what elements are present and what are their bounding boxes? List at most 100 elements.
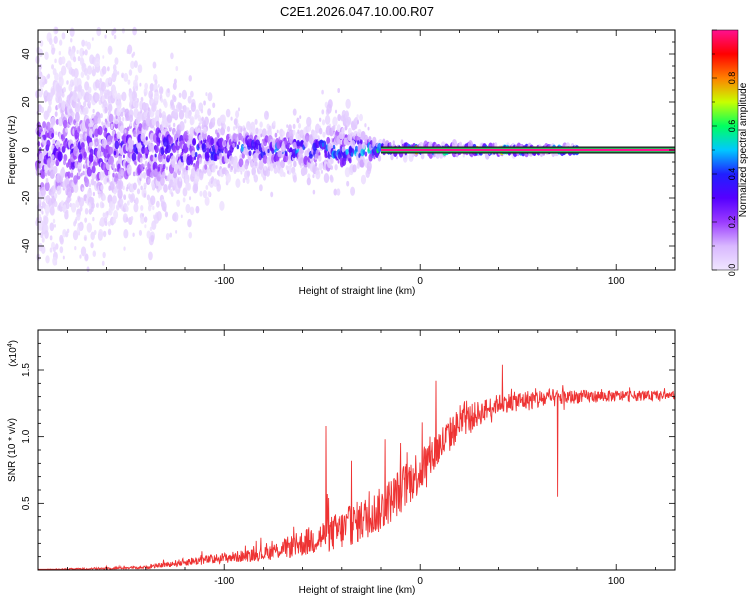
- heatmap-cell: [169, 179, 174, 188]
- heatmap-cell: [77, 171, 81, 177]
- heatmap-cell: [240, 127, 243, 132]
- heatmap-cell: [337, 88, 341, 94]
- heatmap-cell: [134, 74, 139, 82]
- heatmap-cell: [332, 144, 336, 150]
- heatmap-cell: [74, 112, 80, 123]
- heatmap-cell: [171, 104, 176, 111]
- heatmap-cell: [39, 39, 44, 47]
- heatmap-cell: [204, 116, 209, 126]
- heatmap-cell: [143, 193, 147, 198]
- heatmap-cell: [53, 192, 58, 199]
- heatmap-cell: [254, 161, 258, 167]
- heatmap-cell: [357, 140, 360, 145]
- heatmap-cell: [102, 230, 107, 238]
- heatmap-cell: [364, 123, 367, 128]
- heatmap-cell: [84, 81, 90, 91]
- heatmap-cell: [368, 144, 373, 151]
- heatmap-cell: [184, 118, 187, 124]
- heatmap-cell: [52, 256, 58, 266]
- heatmap-cell: [135, 158, 138, 162]
- heatmap-cell: [77, 56, 81, 62]
- heatmap-cell: [102, 212, 106, 218]
- heatmap-cell: [77, 161, 83, 170]
- heatmap-cell: [50, 88, 56, 96]
- heatmap-cell: [113, 27, 117, 34]
- heatmap-cell: [296, 139, 300, 147]
- snr-scale-prefix: (x10: [8, 347, 19, 367]
- heatmap-cell: [170, 126, 173, 131]
- heatmap-cell: [225, 108, 231, 118]
- heatmap-cell: [108, 113, 114, 123]
- heatmap-cell: [65, 127, 68, 133]
- heatmap-cell: [402, 153, 408, 163]
- heatmap-cell: [45, 172, 48, 177]
- heatmap-cell: [204, 196, 210, 206]
- heatmap-cell: [70, 172, 74, 178]
- heatmap-cell: [235, 178, 241, 188]
- heatmap-cell: [100, 81, 107, 92]
- heatmap-cell: [84, 49, 88, 56]
- heatmap-cell: [109, 147, 114, 154]
- heatmap-cell: [132, 232, 135, 237]
- heatmap-cell: [290, 163, 293, 167]
- heatmap-cell: [130, 193, 136, 202]
- heatmap-cell: [112, 68, 118, 78]
- heatmap-cell: [299, 115, 302, 120]
- heatmap-cell: [344, 110, 350, 119]
- heatmap-cell: [145, 125, 149, 131]
- heatmap-cell: [164, 175, 167, 180]
- heatmap-cell: [233, 168, 237, 175]
- heatmap-cell: [132, 182, 137, 190]
- heatmap-cell: [104, 34, 107, 39]
- heatmap-cell: [155, 109, 161, 119]
- heatmap-cell: [188, 75, 192, 82]
- heatmap-cell: [187, 218, 192, 228]
- heatmap-cell: [238, 141, 241, 145]
- heatmap-cell: [65, 171, 69, 180]
- heatmap-cell: [80, 246, 87, 257]
- heatmap-cell: [113, 150, 117, 156]
- heatmap-cell: [322, 131, 326, 138]
- colorbar-tick-label: 0.8: [727, 72, 737, 85]
- heatmap-cell: [66, 60, 72, 70]
- heatmap-cell: [114, 133, 117, 139]
- heatmap-cell: [149, 83, 155, 92]
- heatmap-cell: [178, 109, 185, 120]
- heatmap-cell: [40, 74, 45, 83]
- heatmap-cell: [157, 166, 161, 172]
- heatmap-cell: [157, 84, 160, 88]
- heatmap-cell: [159, 112, 163, 119]
- heatmap-cell: [292, 141, 297, 149]
- heatmap-cell: [332, 125, 336, 131]
- heatmap-cell: [296, 117, 300, 124]
- heatmap-cell: [107, 170, 111, 176]
- heatmap-cell: [312, 174, 315, 179]
- heatmap-cell: [97, 117, 101, 124]
- heatmap-cell: [232, 142, 235, 148]
- heatmap-cell: [212, 117, 216, 123]
- heatmap-cell: [80, 172, 83, 177]
- heatmap-cell: [50, 116, 56, 126]
- heatmap-cell: [350, 186, 356, 196]
- heatmap-cell: [71, 48, 75, 55]
- heatmap-cell: [216, 132, 220, 139]
- heatmap-cell: [261, 146, 265, 153]
- heatmap-cell: [113, 34, 117, 40]
- heatmap-cell: [350, 139, 356, 149]
- heatmap-cell: [259, 184, 263, 192]
- heatmap-cell: [113, 210, 119, 220]
- heatmap-cell: [178, 102, 183, 111]
- snr-background: [38, 330, 675, 570]
- heatmap-cell: [143, 216, 148, 223]
- heatmap-cell: [182, 197, 186, 203]
- heatmap-cell: [42, 121, 47, 129]
- heatmap-cell: [86, 41, 92, 50]
- heatmap-cell: [47, 73, 51, 79]
- heatmap-cell: [306, 177, 311, 186]
- heatmap-cell: [98, 138, 102, 144]
- heatmap-cell: [101, 65, 107, 75]
- heatmap-cell: [230, 116, 233, 121]
- heatmap-cell: [172, 211, 179, 222]
- colorbar-tick-label: 0.0: [727, 264, 737, 277]
- heatmap-x-label: Height of straight line (km): [299, 286, 416, 297]
